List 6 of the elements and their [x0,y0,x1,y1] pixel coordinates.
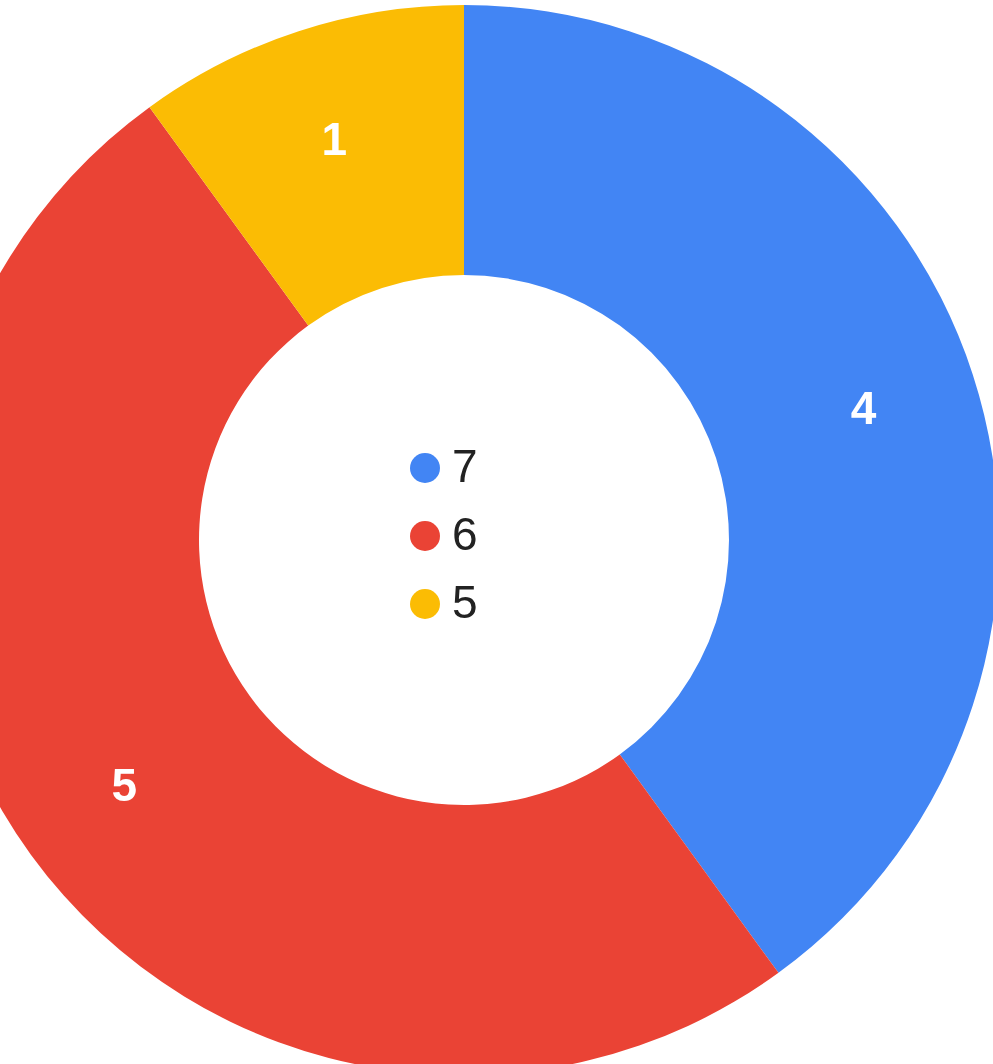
data-label: 5 [111,758,138,811]
legend-label: 7 [452,440,478,492]
legend-label: 5 [452,576,478,628]
data-label: 4 [850,382,877,435]
legend-label: 6 [452,508,478,560]
data-label: 1 [321,112,348,165]
